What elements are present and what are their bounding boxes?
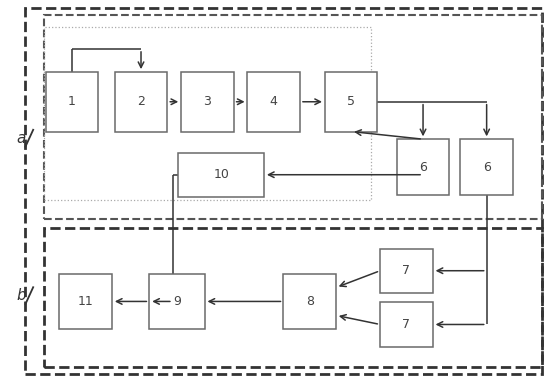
Text: 4: 4	[270, 95, 278, 108]
Text: a: a	[17, 131, 25, 146]
Bar	[178, 152, 264, 197]
Text: 9: 9	[173, 295, 181, 308]
Text: 10: 10	[213, 168, 229, 181]
Bar	[181, 72, 233, 131]
Text: 11: 11	[78, 295, 93, 308]
Text: 7: 7	[403, 318, 410, 331]
Bar	[60, 273, 112, 329]
Text: 8: 8	[306, 295, 314, 308]
Bar	[460, 139, 513, 195]
Bar	[325, 72, 377, 131]
Bar	[397, 139, 449, 195]
Bar	[380, 303, 432, 346]
Text: b: b	[16, 288, 26, 303]
Text: 7: 7	[403, 264, 410, 277]
Bar	[284, 273, 336, 329]
Text: 1: 1	[68, 95, 76, 108]
Text: 5: 5	[347, 95, 355, 108]
Bar	[44, 27, 371, 200]
Bar	[44, 228, 542, 367]
Bar	[248, 72, 300, 131]
Bar	[115, 72, 167, 131]
Bar	[45, 72, 98, 131]
Text: 3: 3	[204, 95, 211, 108]
Text: 6: 6	[419, 161, 427, 174]
Bar	[149, 273, 205, 329]
Text: 6: 6	[483, 161, 491, 174]
Text: 2: 2	[137, 95, 145, 108]
Bar	[44, 15, 542, 219]
Bar	[380, 249, 432, 293]
